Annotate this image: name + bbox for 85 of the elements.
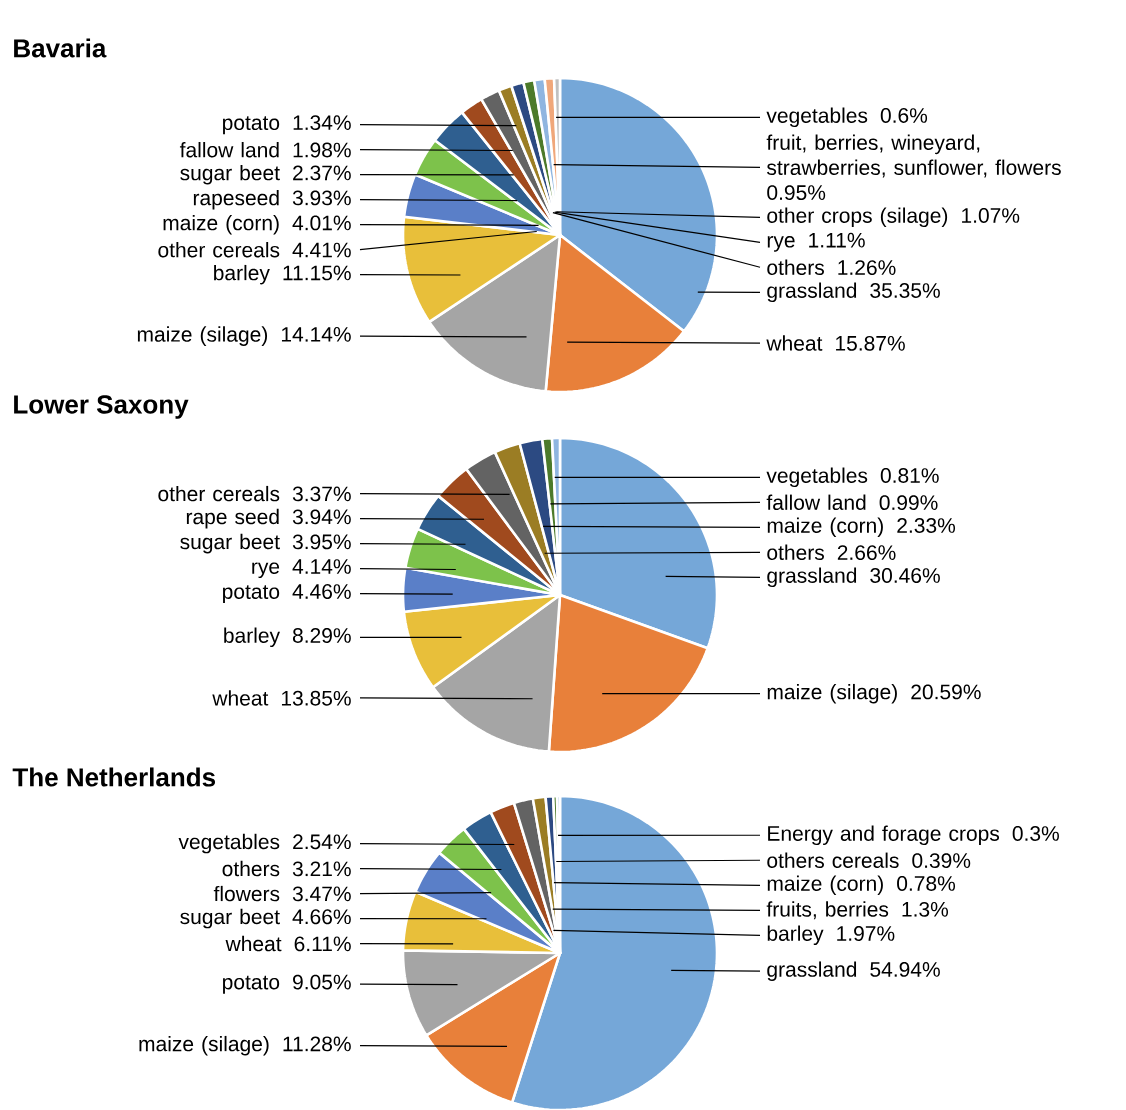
slice-label: fruit, berries, wineyard, strawberries, sunflower, flowers (766, 134, 1061, 178)
data-label: 2.66% (837, 545, 896, 561)
data-label: 6.11% (294, 936, 351, 952)
data-label: 0.3% (1012, 826, 1059, 841)
slice-label: potato (223, 975, 280, 994)
data-label: 1.07% (962, 208, 1020, 223)
data-label: 2.33% (897, 518, 956, 533)
data-label: 20.59% (911, 684, 981, 700)
data-label: 2.54% (293, 834, 351, 850)
data-label: 2.37% (293, 165, 351, 181)
data-label: 15.87% (836, 335, 905, 351)
slice-label: vegetables (178, 833, 280, 854)
data-label: 8.29% (292, 628, 351, 643)
chart-title: Lower Saxony (14, 395, 189, 419)
data-label: 30.46% (870, 568, 940, 583)
slice-label: vegetables (766, 467, 868, 488)
data-label: 1.34% (293, 115, 351, 131)
data-label: 14.14% (281, 327, 351, 342)
slice-label: others cereals (767, 852, 899, 868)
data-label: 13.85% (281, 690, 351, 706)
slice-label: flowers (213, 885, 280, 902)
data-label: 35.35% (870, 283, 940, 298)
slice-label: fallow land (179, 141, 279, 158)
slice-label: wheat (766, 335, 823, 351)
slice-label: fruits, berries (766, 901, 889, 920)
data-label: 3.95% (292, 534, 351, 550)
slice-label: other cereals (158, 242, 280, 258)
slice-label: potato (223, 585, 280, 604)
slice-label: sugar beet (180, 533, 280, 554)
data-label: 3.21% (292, 861, 351, 877)
data-label: 4.66% (292, 909, 351, 925)
slice-label: maize (silage) (139, 1035, 269, 1056)
data-label: 1.98% (293, 142, 351, 158)
data-label: 1.26% (838, 260, 896, 276)
slice-label: barley (214, 264, 270, 285)
slice-label: rapeseed (193, 189, 279, 210)
data-label: 4.01% (292, 215, 351, 231)
slice-label: others (222, 860, 280, 877)
data-label: 4.14% (292, 559, 351, 574)
data-label: 3.37% (292, 486, 351, 502)
slice-label: vegetables (766, 107, 868, 128)
data-label: 1.11% (809, 232, 865, 248)
data-label: 54.94% (870, 962, 940, 977)
slice-label: wheat (225, 935, 282, 952)
slice-label: Energy and forage crops (768, 825, 1000, 846)
data-label: 3.94% (292, 509, 351, 525)
slice-label: maize (corn) (163, 214, 279, 235)
slice-label: others (767, 544, 824, 561)
slice-label: sugar beet (180, 908, 280, 929)
slice-label: rye (767, 236, 795, 252)
data-label: 0.81% (880, 468, 939, 483)
data-label: 3.93% (292, 190, 351, 206)
slice-label: maize (silage) (767, 683, 897, 704)
slice-label: barley (224, 627, 280, 648)
data-label: 3.47% (292, 886, 351, 902)
data-label: 9.05% (293, 974, 351, 990)
data-label: 11.15% (283, 265, 351, 281)
data-label: 4.46% (292, 584, 351, 599)
slice-label: grassland (767, 961, 857, 982)
slice-label: rye (252, 562, 280, 579)
data-label: 1.3% (902, 901, 949, 917)
slice-label: maize (corn) (767, 517, 883, 538)
data-label: 1.97% (837, 926, 895, 941)
slice-label: other cereals (158, 485, 280, 502)
slice-label: wheat (212, 690, 269, 706)
slice-label: maize (silage) (137, 326, 268, 346)
slice-label: maize (corn) (767, 875, 883, 896)
chart-title: Bavaria (14, 38, 107, 58)
data-label: 4.41% (292, 242, 351, 258)
data-label: 0.39% (912, 853, 971, 868)
data-label: 0.95% (767, 185, 826, 201)
chart-title: The Netherlands (12, 767, 216, 787)
data-label: 0.99% (879, 495, 938, 511)
slice-label: fallow land (766, 494, 866, 511)
slice-label: sugar beet (180, 164, 280, 185)
slice-label: others (767, 259, 824, 276)
slice-label: grassland (767, 567, 857, 588)
slice-label: grassland (767, 282, 857, 303)
data-label: 0.78% (897, 876, 956, 891)
slice-label: rape seed (186, 508, 279, 529)
data-label: 0.6% (880, 108, 928, 123)
slice-label: potato (223, 116, 280, 135)
slice-label: barley (767, 925, 824, 946)
data-label: 11.28% (283, 1036, 351, 1052)
slice-label: other crops (silage) (767, 207, 948, 228)
